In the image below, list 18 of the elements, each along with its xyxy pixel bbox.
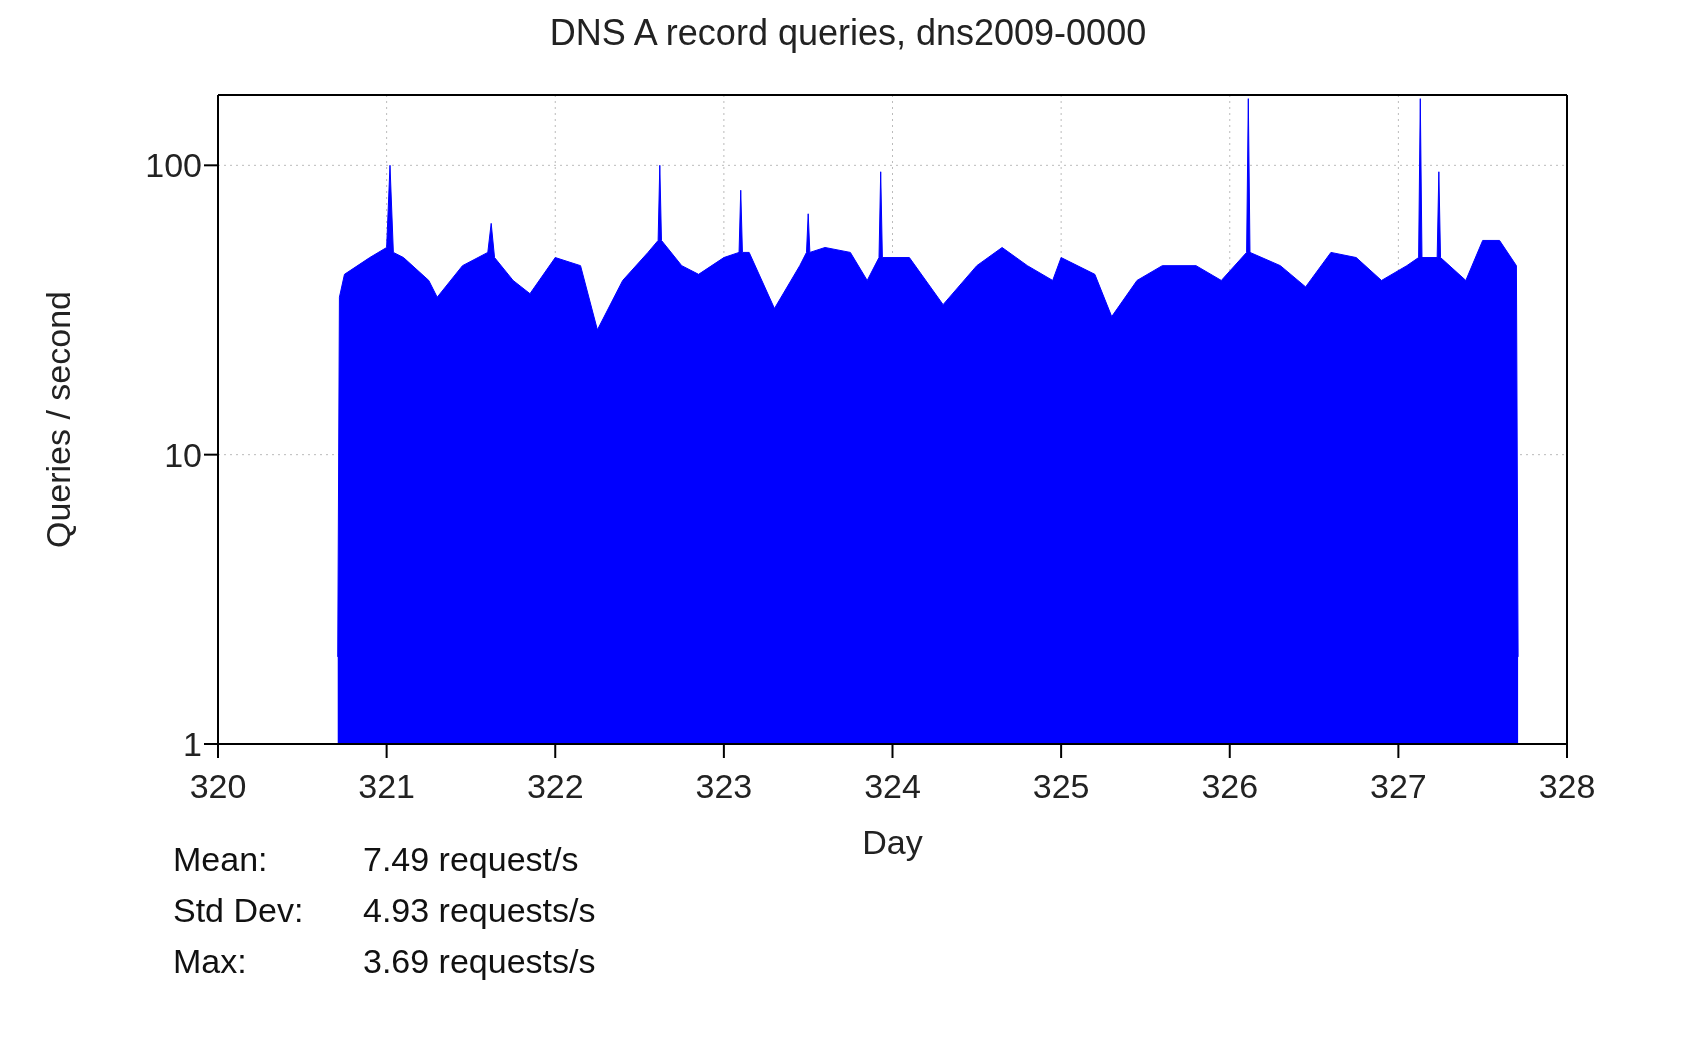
x-tick-label: 325 [1032,767,1090,806]
x-tick-label: 323 [695,767,753,806]
y-tick-label: 1 [183,725,202,764]
x-tick-label: 324 [864,767,921,806]
x-tick-label: 327 [1370,767,1427,806]
x-tick-label: 320 [189,767,247,806]
x-tick-label: 321 [358,767,415,806]
y-tick-label: 10 [164,435,202,474]
text: Std Dev: 4.93 requests/s [173,891,596,929]
y-tick-label: 100 [145,146,202,185]
x-tick-label: 326 [1201,767,1259,806]
y-axis-title: Queries / second [39,290,78,549]
x-tick-label: 328 [1538,767,1596,806]
x-tick-label: 322 [526,767,584,806]
chart-title: DNS A record queries, dns2009-0000 [548,12,1148,54]
text: Max: 3.69 requests/s [173,942,596,980]
x-axis-title: Day [862,823,923,861]
text: Mean: 7.49 request/s [173,840,579,878]
